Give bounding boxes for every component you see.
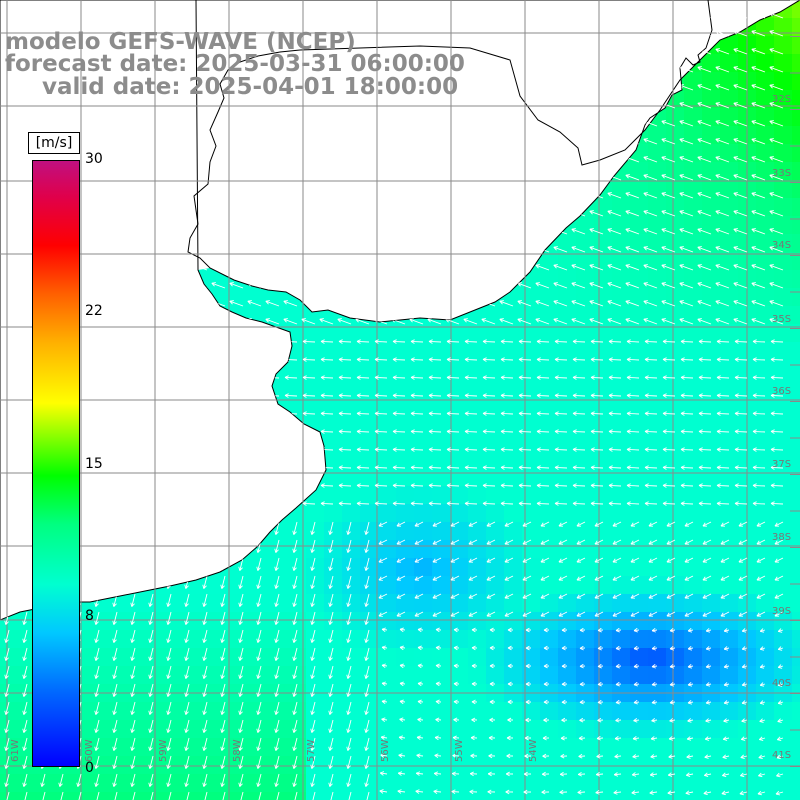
lon-label-54w: 54W bbox=[528, 739, 539, 762]
lat-label-32s: 32S bbox=[772, 94, 791, 105]
lon-label-57w: 57W bbox=[306, 739, 317, 762]
colorbar-tick-22: 22 bbox=[85, 304, 103, 318]
lat-label-36s: 36S bbox=[772, 386, 791, 397]
colorbar-unit-label: [m/s] bbox=[28, 132, 80, 154]
lat-label-37s: 37S bbox=[772, 459, 791, 470]
lon-label-55w: 55W bbox=[454, 739, 465, 762]
colorbar-tick-8: 8 bbox=[85, 609, 94, 623]
lat-label-40s: 40S bbox=[772, 678, 791, 689]
lat-label-33s: 33S bbox=[772, 168, 791, 179]
lon-label-59w: 59W bbox=[158, 739, 169, 762]
title-forecast-date: forecast date: 2025-03-31 06:00:00 bbox=[5, 52, 465, 76]
title-model: modelo GEFS-WAVE (NCEP) bbox=[5, 30, 356, 54]
lon-label-61w: 61W bbox=[10, 739, 21, 762]
lon-label-60w: 60W bbox=[84, 739, 95, 762]
lon-label-56w: 56W bbox=[380, 739, 391, 762]
lon-label-58w: 58W bbox=[232, 739, 243, 762]
colorbar-tick-15: 15 bbox=[85, 457, 103, 471]
lat-label-34s: 34S bbox=[772, 240, 791, 251]
colorbar-tick-0: 0 bbox=[85, 761, 94, 775]
title-valid-date: valid date: 2025-04-01 18:00:00 bbox=[42, 75, 458, 99]
colorbar-tick-30: 30 bbox=[85, 152, 103, 166]
lat-label-35s: 35S bbox=[772, 314, 791, 325]
colorbar bbox=[32, 160, 80, 767]
lat-label-41s: 41S bbox=[772, 750, 791, 761]
lat-label-38s: 38S bbox=[772, 532, 791, 543]
lat-label-39s: 39S bbox=[772, 606, 791, 617]
